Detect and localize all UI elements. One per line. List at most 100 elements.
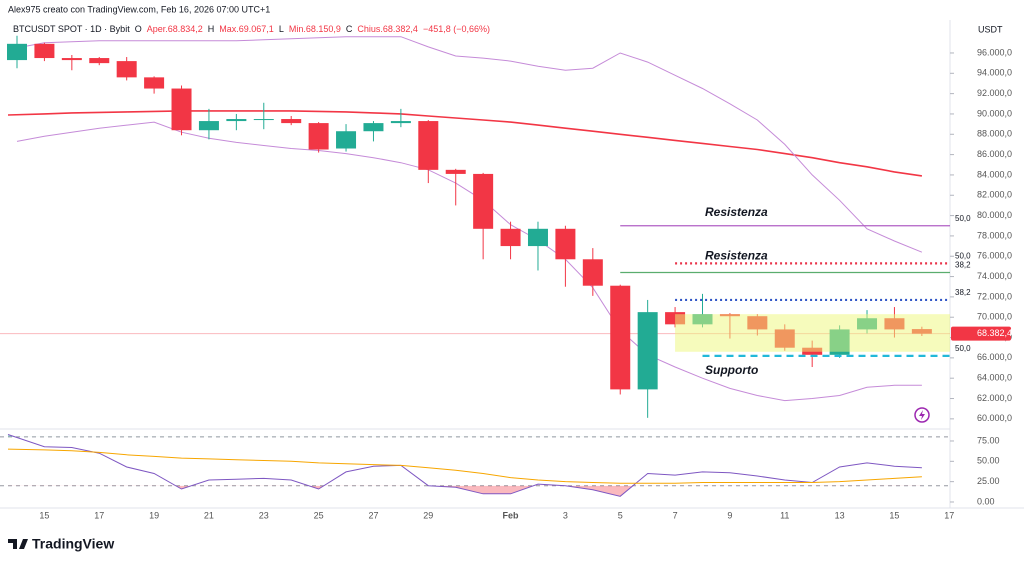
ohlc-value: Max.69.067,1 <box>219 24 274 34</box>
y-tick-label: 74.000,0 <box>977 271 1012 281</box>
x-tick-label: 15 <box>889 510 899 520</box>
level-label: Resistenza <box>705 205 768 219</box>
x-tick-label: 25 <box>314 510 324 520</box>
candle-body <box>144 77 165 89</box>
price-pane <box>0 35 950 418</box>
y-tick-label: 86.000,0 <box>977 149 1012 159</box>
x-tick-label: Feb <box>503 510 520 520</box>
rsi-average <box>7 448 922 484</box>
candle-body <box>390 121 411 124</box>
legend: BTCUSDT SPOT · 1D · Bybit O Aper.68.834,2 H… <box>13 24 490 34</box>
bollinger-band <box>16 36 923 253</box>
y-tick-label: 25.00 <box>977 476 1000 486</box>
y-tick-label: 75.00 <box>977 435 1000 445</box>
candle-body <box>198 121 219 131</box>
y-tick-label: 66.000,0 <box>977 352 1012 362</box>
candle-body <box>582 259 603 286</box>
rsi-line <box>7 434 922 497</box>
alert-bolt[interactable] <box>919 410 925 420</box>
level-label: Supporto <box>705 363 758 377</box>
x-tick-label: 21 <box>204 510 214 520</box>
candle-body <box>7 43 27 61</box>
y-tick-label: 82.000,0 <box>977 190 1012 200</box>
candle-body <box>308 123 329 150</box>
x-tick-label: 15 <box>39 510 49 520</box>
y-tick-label: 78.000,0 <box>977 230 1012 240</box>
candle-body <box>336 131 357 149</box>
change: −451,8 (−0,66%) <box>423 24 490 34</box>
ohlc-value: Aper.68.834,2 <box>147 24 203 34</box>
logo-mark <box>8 539 28 549</box>
candle-body <box>89 58 110 64</box>
y-tick-label: 96.000,0 <box>977 47 1012 57</box>
y-tick-label: 50.00 <box>977 456 1000 466</box>
level-axis-label: 38,2 <box>955 261 971 270</box>
level-axis-label: 50,0 <box>955 344 971 353</box>
candle-body <box>34 43 55 59</box>
candle-body <box>610 285 631 390</box>
bollinger-band <box>16 121 922 402</box>
y-tick-label: 84.000,0 <box>977 169 1012 179</box>
x-tick-label: 13 <box>835 510 845 520</box>
x-tick-label: 17 <box>944 510 954 520</box>
candle-body <box>253 119 274 121</box>
candle-body <box>226 119 247 122</box>
ohlc-value: Chius.68.382,4 <box>357 24 418 34</box>
ohlc-value: Min.68.150,9 <box>289 24 341 34</box>
last-price-tag <box>951 326 1011 341</box>
candle-body <box>527 228 548 247</box>
y-tick-label: 90.000,0 <box>977 108 1012 118</box>
candle-body <box>445 169 466 174</box>
candle-body <box>363 123 384 132</box>
level-axis-label: 50,0 <box>955 214 971 223</box>
x-tick-label: 17 <box>94 510 104 520</box>
level-label: Resistenza <box>705 249 768 263</box>
y-tick-label: 62.000,0 <box>977 393 1012 403</box>
y-tick-label: 94.000,0 <box>977 68 1012 78</box>
ohlc-key: C <box>346 24 353 34</box>
y-tick-label: 60.000,0 <box>977 413 1012 423</box>
candle-body <box>418 121 439 170</box>
x-tick-label: 11 <box>780 510 789 520</box>
currency: USDT <box>978 24 1003 34</box>
candle-body <box>61 58 82 61</box>
ohlc-key: O <box>135 24 142 34</box>
x-tick-label: 3 <box>563 510 568 520</box>
candle-body <box>171 88 192 131</box>
ohlc-key: L <box>279 24 284 34</box>
x-tick-label: 23 <box>259 510 269 520</box>
y-tick-label: 88.000,0 <box>977 129 1012 139</box>
level-axis-label: 50,0 <box>955 251 971 260</box>
y-tick-label: 70.000,0 <box>977 312 1012 322</box>
credit: Alex975 creato con TradingView.com, Feb … <box>8 4 270 14</box>
y-tick-label: 76.000,0 <box>977 251 1012 261</box>
level-axis-label: 38,2 <box>955 288 971 297</box>
candle-body <box>281 119 302 124</box>
ohlc-key: H <box>208 24 215 34</box>
last-price-label: 68.382,4 <box>977 328 1012 338</box>
y-tick-label: 0.00 <box>977 496 995 506</box>
candle-body <box>555 228 576 260</box>
x-tick-label: 7 <box>673 510 678 520</box>
y-tick-label: 92.000,0 <box>977 88 1012 98</box>
alert-circle[interactable] <box>914 407 930 423</box>
x-tick-label: 9 <box>727 510 732 520</box>
candle-body <box>473 173 494 229</box>
candle-body <box>637 312 658 390</box>
candle-body <box>116 61 137 78</box>
x-tick-label: 19 <box>149 510 159 520</box>
x-tick-label: 27 <box>368 510 378 520</box>
candle-body <box>500 228 521 247</box>
logo: TradingView <box>8 536 114 552</box>
x-tick-label: 5 <box>618 510 623 520</box>
support-zone <box>675 314 950 352</box>
alert-icon[interactable] <box>914 407 930 423</box>
x-tick-label: 29 <box>423 510 433 520</box>
y-tick-label: 72.000,0 <box>977 291 1012 301</box>
y-tick-label: 64.000,0 <box>977 373 1012 383</box>
y-tick-label: 80.000,0 <box>977 210 1012 220</box>
symbol: BTCUSDT SPOT · 1D · Bybit <box>13 24 130 34</box>
moving-average <box>7 110 923 177</box>
oversold-fill <box>175 485 633 497</box>
